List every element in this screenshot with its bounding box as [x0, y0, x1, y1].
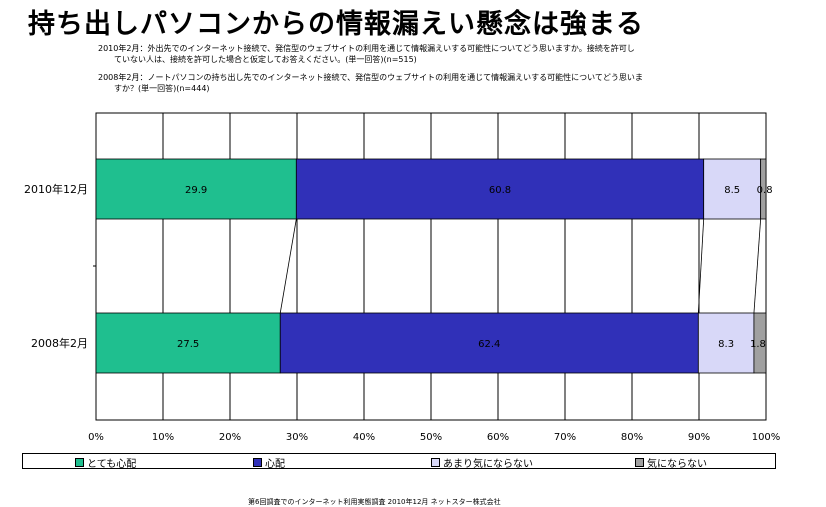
bar-segment [760, 158, 767, 220]
legend-label: 心配 [265, 458, 285, 470]
bar-segment [95, 158, 297, 220]
data-label: 1.8 [750, 339, 766, 350]
data-label: 62.4 [478, 339, 500, 350]
x-tick-label: 60% [487, 432, 509, 443]
x-tick-label: 10% [152, 432, 174, 443]
data-label: 27.5 [177, 339, 199, 350]
bar-segment [279, 312, 699, 374]
legend-swatch [431, 457, 440, 467]
series-connector [753, 218, 762, 314]
survey-note-2008: 2008年2月：ノートパソコンの持ち出し先でのインターネット接続で、発信型のウェ… [98, 73, 643, 93]
x-tick-label: 50% [420, 432, 442, 443]
data-label: 8.3 [718, 339, 734, 350]
category-label: 2008年2月 [31, 336, 88, 350]
x-tick-label: 30% [286, 432, 308, 443]
x-tick-label: 40% [353, 432, 375, 443]
legend-label: 気にならない [647, 458, 707, 470]
source-credit: 第6回調査でのインターネット利用実態調査 2010年12月 ネットスター株式会社 [248, 498, 501, 506]
legend-item: 気にならない [635, 455, 707, 470]
data-label: 29.9 [185, 185, 207, 196]
legend-swatch [253, 457, 262, 467]
x-tick-label: 20% [219, 432, 241, 443]
data-label: 0.8 [757, 185, 773, 196]
bar-segment [295, 158, 705, 220]
x-tick-label: 80% [621, 432, 643, 443]
survey-note-2010: 2010年2月：外出先でのインターネット接続で、発信型のウェブサイトの利用を通じ… [98, 44, 635, 64]
stacked-bar-chart: 0% 10% 20% 30% 40% 50% 60% 70% 80% 90% 100% 29.9 27.… [24, 112, 781, 443]
series-connector [697, 218, 705, 314]
bar-segment [95, 312, 281, 374]
bar-segment [753, 312, 767, 374]
legend-swatch [635, 457, 644, 467]
legend-item: あまり気にならない [431, 455, 533, 470]
legend-swatch [75, 457, 84, 467]
legend-label: あまり気にならない [443, 458, 533, 470]
x-tick-label: 0% [88, 432, 104, 443]
category-label: 2010年12月 [24, 182, 88, 196]
data-label: 60.8 [489, 185, 511, 196]
x-tick-label: 90% [688, 432, 710, 443]
chart-title: 持ち出しパソコンからの情報漏えい懸念は強まる [28, 9, 644, 40]
x-tick-label: 70% [554, 432, 576, 443]
data-label: 8.5 [724, 185, 740, 196]
bar-segment [703, 158, 762, 220]
series-connector [279, 218, 297, 314]
x-tick-label: 100% [752, 432, 781, 443]
legend-item: 心配 [253, 455, 285, 470]
legend-item: とても心配 [75, 455, 137, 470]
legend-label: とても心配 [87, 458, 137, 470]
chart-legend: とても心配 心配 あまり気にならない 気にならない [22, 453, 776, 470]
